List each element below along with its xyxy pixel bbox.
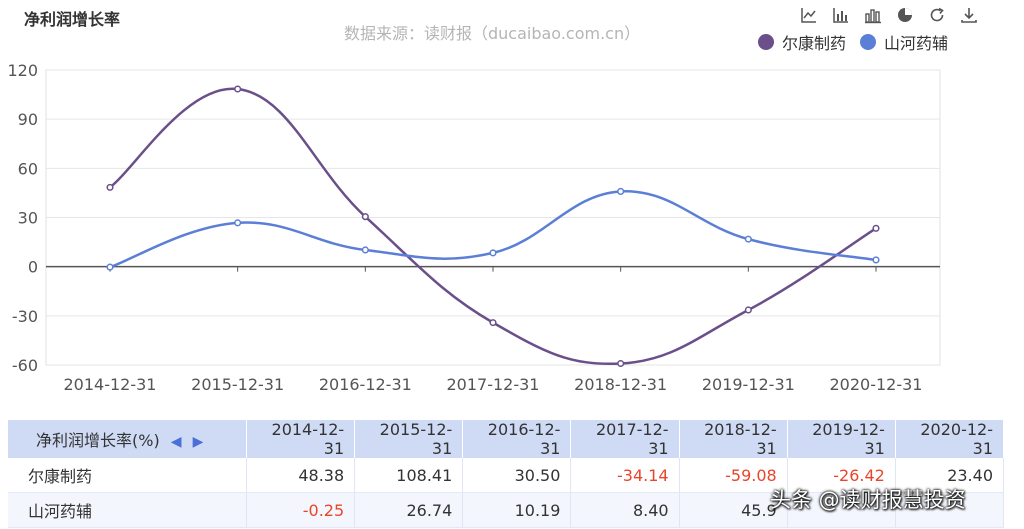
legend-item-series-2[interactable]: 山河药辅 bbox=[860, 30, 948, 54]
table-column-header: 2014-12-31 bbox=[246, 420, 356, 458]
y-tick-label: -60 bbox=[12, 356, 38, 375]
table-cell: 26.74 bbox=[354, 492, 464, 528]
data-point bbox=[489, 319, 497, 327]
table-column-header: 2018-12-31 bbox=[679, 420, 788, 458]
table-cell: 8.40 bbox=[570, 492, 680, 528]
data-point bbox=[617, 359, 625, 368]
line-chart-icon[interactable] bbox=[798, 5, 820, 25]
download-icon[interactable] bbox=[958, 5, 980, 25]
table-column-header: 2015-12-31 bbox=[354, 420, 464, 458]
data-point bbox=[489, 249, 497, 257]
y-tick-label: 0 bbox=[28, 258, 38, 277]
table-cell: 108.41 bbox=[354, 458, 464, 493]
data-point bbox=[361, 213, 369, 221]
y-tick-label: -30 bbox=[12, 307, 38, 326]
refresh-icon[interactable] bbox=[926, 5, 948, 25]
row-name: 尔康制药 bbox=[8, 458, 247, 493]
table-column-header: 2019-12-31 bbox=[787, 420, 896, 458]
table-cell bbox=[895, 492, 1005, 528]
table-cell: 45.9 bbox=[679, 492, 788, 528]
chart-toolbar bbox=[798, 5, 980, 25]
x-tick-label: 2020-12-31 bbox=[830, 375, 923, 394]
data-table: 净利润增长率(%) ◀ ▶ 2014-12-31 2015-12-31 2016… bbox=[8, 420, 1005, 528]
data-point bbox=[744, 235, 752, 243]
data-point bbox=[234, 219, 242, 227]
table-cell: -26.42 bbox=[787, 458, 896, 493]
y-tick-label: 30 bbox=[18, 209, 38, 228]
table-cell: -0.25 bbox=[246, 492, 356, 528]
data-point bbox=[361, 246, 369, 254]
table-cell: 10.19 bbox=[462, 492, 572, 528]
header-label-text: 净利润增长率(%) bbox=[36, 431, 160, 450]
next-arrow-icon[interactable]: ▶ bbox=[192, 434, 204, 450]
x-tick-label: 2017-12-31 bbox=[447, 375, 540, 394]
legend-item-series-1[interactable]: 尔康制药 bbox=[758, 30, 846, 54]
x-tick-label: 2015-12-31 bbox=[191, 375, 284, 394]
row-name: 山河药辅 bbox=[8, 492, 247, 528]
data-point bbox=[744, 306, 752, 314]
table-column-header: 2020-12-31 bbox=[895, 420, 1005, 458]
line-chart: 120 90 60 30 0 -30 -60 2014-12-31 2015-12-31 2016… bbox=[7, 61, 941, 394]
x-tick-label: 2016-12-31 bbox=[319, 375, 412, 394]
legend-label: 山河药辅 bbox=[884, 34, 949, 53]
table-column-header: 2016-12-31 bbox=[462, 420, 572, 458]
table-cell: -34.14 bbox=[570, 458, 680, 493]
data-point bbox=[234, 85, 242, 93]
data-point bbox=[617, 187, 625, 195]
data-point bbox=[872, 256, 880, 264]
watermark-text: 头条 @读财报慧投资 bbox=[770, 488, 966, 512]
legend-label: 尔康制药 bbox=[782, 34, 847, 53]
bar-chart-icon[interactable] bbox=[830, 5, 852, 25]
legend-marker bbox=[758, 34, 774, 50]
table-header-row: 净利润增长率(%) ◀ ▶ 2014-12-31 2015-12-31 2016… bbox=[8, 420, 1005, 458]
y-tick-label: 120 bbox=[7, 61, 38, 80]
prev-arrow-icon[interactable]: ◀ bbox=[170, 434, 182, 450]
x-tick-label: 2019-12-31 bbox=[702, 375, 795, 394]
table-row: 山河药辅 -0.25 26.74 10.19 8.40 45.9 bbox=[8, 492, 1005, 528]
x-tick-label: 2018-12-31 bbox=[574, 375, 667, 394]
table-cell: -59.08 bbox=[679, 458, 788, 493]
table-header-label: 净利润增长率(%) ◀ ▶ bbox=[8, 420, 247, 458]
data-point bbox=[106, 263, 114, 271]
table-cell bbox=[787, 492, 896, 528]
table-column-header: 2017-12-31 bbox=[570, 420, 680, 458]
data-point bbox=[872, 224, 880, 232]
data-source: 数据来源：读财报（ducaibao.com.cn） bbox=[344, 24, 641, 43]
table-row: 尔康制药 48.38 108.41 30.50 -34.14 -59.08 -2… bbox=[8, 458, 1005, 493]
chart-legend: 尔康制药 山河药辅 bbox=[758, 30, 948, 54]
y-tick-label: 60 bbox=[18, 159, 38, 178]
legend-marker bbox=[860, 34, 877, 50]
data-point bbox=[106, 183, 114, 191]
stack-icon[interactable] bbox=[862, 5, 884, 25]
table-cell: 30.50 bbox=[462, 458, 572, 493]
pie-icon[interactable] bbox=[894, 5, 916, 25]
x-tick-label: 2014-12-31 bbox=[64, 375, 157, 394]
y-tick-label: 90 bbox=[18, 110, 38, 129]
chart-title: 净利润增长率 bbox=[24, 10, 121, 29]
table-cell: 48.38 bbox=[246, 458, 356, 493]
table-cell: 23.40 bbox=[895, 458, 1005, 493]
